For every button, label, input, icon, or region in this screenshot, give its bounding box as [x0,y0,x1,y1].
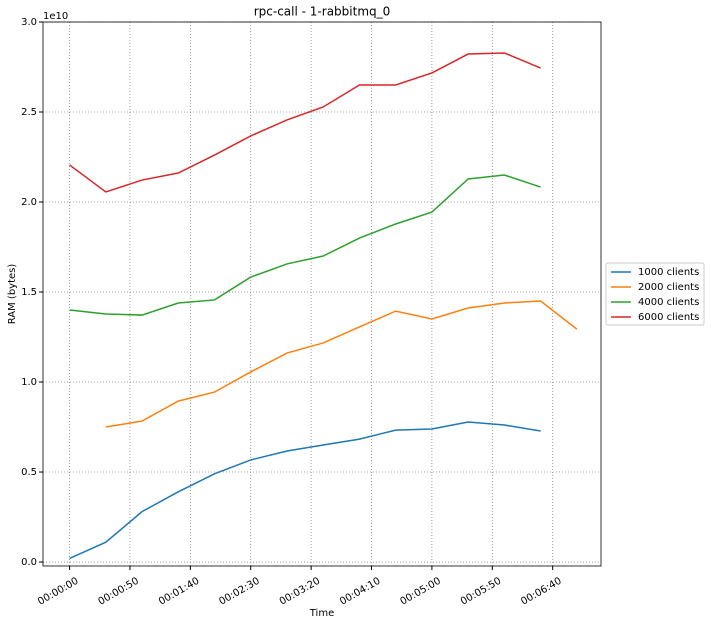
x-tick-label: 00:00:00 [36,576,80,608]
legend: 1000 clients 2000 clients 4000 clients 6000… [605,262,705,326]
y-offset-label: 1e10 [43,11,68,22]
series-line [105,300,578,428]
y-tick-label: 1.5 [21,287,37,298]
x-axis-label: Time [309,608,334,619]
x-tick-label: 00:02:30 [217,576,261,608]
y-tick-label: 0.5 [21,467,37,478]
x-tick-label: 00:05:00 [399,576,443,608]
x-tick-label: 00:05:50 [459,576,503,608]
y-tick-label: 0.0 [21,557,37,568]
legend-box [605,262,705,326]
series-line [69,52,541,193]
series-line [69,174,541,316]
legend-label: 2000 clients [638,282,699,293]
legend-label: 6000 clients [638,312,699,323]
x-tick-label: 00:00:50 [97,576,141,608]
y-tick-label: 1.0 [21,377,37,388]
series-line [69,421,541,560]
x-tick-label: 00:01:40 [157,576,201,608]
x-tick-label: 00:03:20 [278,576,322,608]
x-tick-label: 00:06:40 [519,576,563,608]
y-tick-label: 2.5 [21,107,37,118]
y-axis-label: RAM (bytes) [7,264,18,325]
x-tick-label: 00:04:10 [338,576,382,608]
chart-title: rpc-call - 1-rabbitmq_0 [254,5,391,19]
legend-label: 4000 clients [638,297,699,308]
legend-label: 1000 clients [638,267,699,278]
y-tick-label: 2.0 [21,197,37,208]
y-tick-label: 3.0 [21,17,37,28]
plot-frame [42,21,602,567]
